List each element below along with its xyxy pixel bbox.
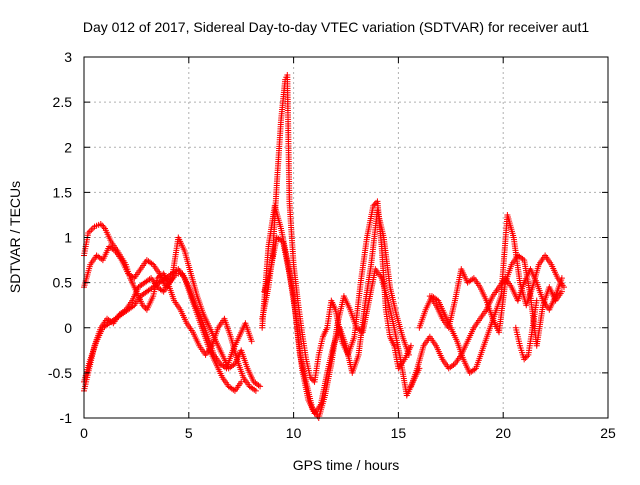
x-axis-label: GPS time / hours	[293, 457, 400, 473]
grid-lines	[84, 57, 608, 418]
axis-ticks: 0 5 10 15 20 25 -1 -0.5 0 0.5 1 1.5 2 2.5 3	[48, 49, 616, 441]
y-tick-label: -0.5	[48, 365, 72, 381]
series-track-g	[261, 207, 412, 417]
data-point	[533, 297, 540, 304]
data-point	[405, 351, 412, 358]
x-tick-label: 10	[286, 425, 302, 441]
y-tick-label: 0	[64, 320, 72, 336]
y-tick-label: 1.5	[53, 184, 73, 200]
x-tick-label: 15	[391, 425, 407, 441]
series-track-b	[81, 234, 264, 390]
y-axis-label: SDTVAR / TECUs	[7, 181, 23, 293]
data-point	[238, 378, 245, 385]
y-tick-label: 3	[64, 49, 72, 65]
series-track-j	[426, 252, 565, 349]
x-tick-label: 5	[185, 425, 193, 441]
data-point	[257, 383, 264, 390]
data-point	[407, 342, 414, 349]
data-point	[558, 288, 565, 295]
data-point	[560, 284, 567, 291]
data-point	[248, 338, 255, 345]
y-tick-label: -1	[60, 410, 73, 426]
data-point	[88, 226, 95, 233]
y-tick-label: 2.5	[53, 94, 73, 110]
data-points	[81, 72, 567, 421]
y-tick-label: 0.5	[53, 275, 73, 291]
chart-title: Day 012 of 2017, Sidereal Day-to-day VTE…	[83, 19, 590, 35]
series-track-h	[407, 266, 565, 390]
y-tick-label: 2	[64, 139, 72, 155]
data-point	[99, 222, 106, 229]
y-tick-label: 1	[64, 230, 72, 246]
x-tick-label: 0	[80, 425, 88, 441]
series-track-d	[81, 266, 245, 394]
x-tick-label: 20	[495, 425, 511, 441]
x-tick-label: 25	[600, 425, 616, 441]
series-track-k	[512, 297, 540, 363]
data-point	[252, 387, 259, 394]
